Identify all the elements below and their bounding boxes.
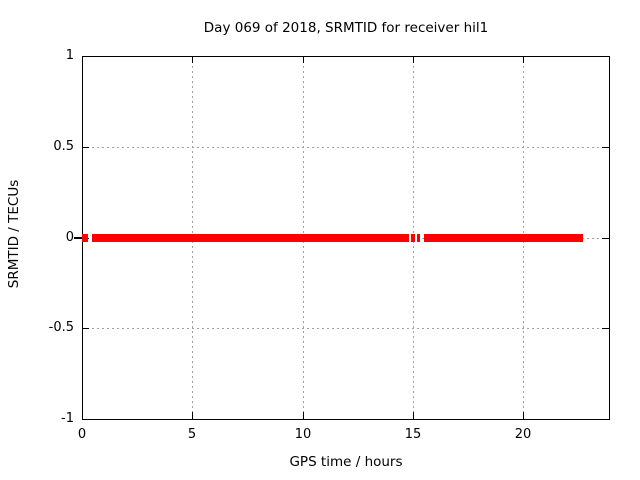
y-tick-label: -1 — [61, 411, 74, 426]
chart-title: Day 069 of 2018, SRMTID for receiver hil… — [203, 20, 489, 36]
x-tick-mark — [523, 56, 524, 63]
x-tick-mark — [413, 412, 414, 419]
y-tick-mark — [602, 56, 609, 57]
y-tick-mark — [82, 56, 89, 57]
x-tick-label: 15 — [404, 427, 422, 442]
x-tick-mark — [82, 56, 83, 63]
data-series-segment — [411, 234, 415, 242]
y-tick-label: 0.5 — [53, 139, 74, 154]
y-axis-label: SRMTID / TECUs — [6, 179, 22, 289]
y-tick-mark — [82, 328, 89, 329]
x-tick-mark — [303, 56, 304, 63]
gridline-horizontal — [82, 147, 609, 148]
y-tick-mark — [602, 147, 609, 148]
x-axis-label: GPS time / hours — [289, 454, 403, 470]
y-tick-label: 1 — [65, 48, 74, 63]
data-series-segment — [417, 234, 420, 242]
data-series-segment — [92, 234, 409, 242]
y-tick-mark — [602, 419, 609, 420]
y-tick-label: 0 — [65, 230, 74, 245]
x-tick-mark — [82, 412, 83, 419]
x-tick-mark — [523, 412, 524, 419]
gridline-horizontal — [82, 328, 609, 329]
zero-tick-outside — [74, 237, 82, 239]
x-tick-mark — [192, 56, 193, 63]
data-series-segment — [82, 234, 88, 242]
x-tick-mark — [413, 56, 414, 63]
data-series-segment — [424, 234, 583, 242]
x-tick-label: 0 — [77, 427, 87, 442]
x-tick-mark — [192, 412, 193, 419]
x-tick-label: 5 — [187, 427, 197, 442]
x-tick-label: 10 — [294, 427, 312, 442]
x-tick-mark — [303, 412, 304, 419]
y-tick-mark — [82, 419, 89, 420]
x-tick-label: 20 — [514, 427, 532, 442]
y-tick-label: -0.5 — [48, 320, 74, 335]
y-tick-mark — [602, 328, 609, 329]
y-tick-mark — [82, 147, 89, 148]
y-tick-mark — [602, 238, 609, 239]
